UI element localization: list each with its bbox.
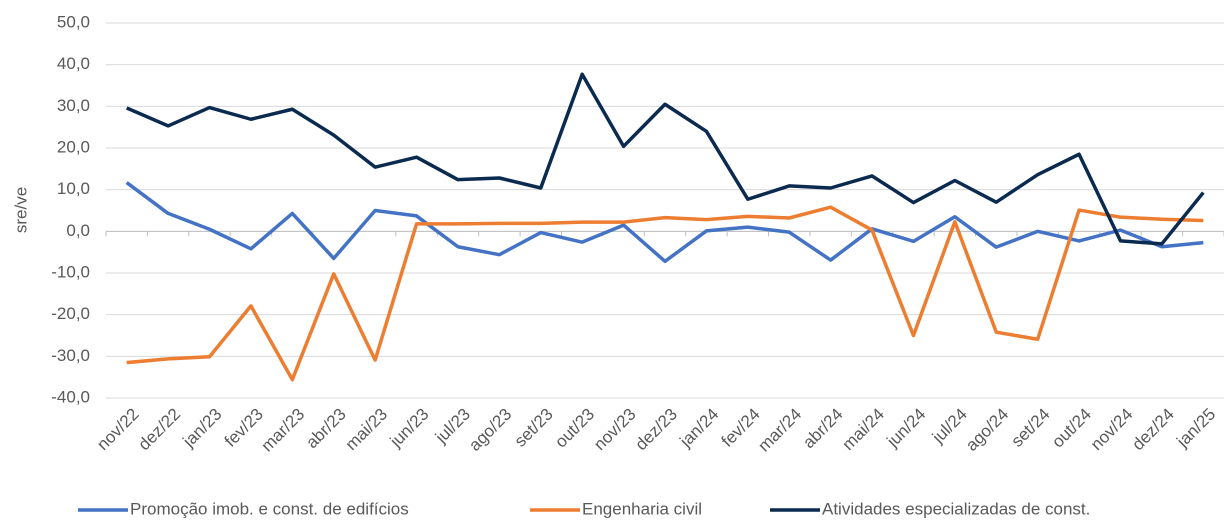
legend-label: Engenharia civil — [582, 499, 702, 518]
x-tick-label: mai/23 — [342, 405, 392, 455]
x-tick-label: abr/24 — [799, 405, 847, 453]
y-tick-label: 50,0 — [57, 12, 90, 31]
x-tick-label: set/23 — [511, 405, 557, 451]
line-series — [125, 181, 1204, 264]
y-tick-label: -10,0 — [51, 262, 90, 281]
x-tick-label: out/23 — [551, 405, 598, 452]
x-tick-label: ago/23 — [465, 405, 515, 455]
y-tick-label: -20,0 — [51, 304, 90, 323]
x-tick-label: mar/23 — [257, 405, 308, 456]
x-tick-label: mar/24 — [754, 405, 805, 456]
x-tick-label: nov/24 — [1087, 405, 1137, 455]
line-series — [126, 72, 1205, 246]
x-tick-label: out/24 — [1048, 405, 1095, 452]
y-tick-label: 30,0 — [57, 96, 90, 115]
y-tick-label: 10,0 — [57, 179, 90, 198]
x-tick-label: jan/23 — [179, 405, 226, 452]
y-axis-label: sre/ve — [11, 187, 30, 233]
x-tick-label: jun/24 — [883, 405, 930, 452]
x-tick-label: jan/25 — [1172, 405, 1219, 452]
x-tick-label: set/24 — [1007, 405, 1053, 451]
x-tick-label: ago/24 — [962, 405, 1012, 455]
x-tick-label: jan/24 — [676, 405, 723, 452]
x-tick-label: jun/23 — [386, 405, 433, 452]
x-tick-label: nov/22 — [93, 405, 143, 455]
legend-label: Promoção imob. e const. de edifícios — [130, 499, 409, 518]
x-tick-label: nov/23 — [590, 405, 640, 455]
y-tick-label: -30,0 — [51, 346, 90, 365]
x-tick-label: dez/23 — [631, 405, 681, 455]
x-tick-label: dez/24 — [1128, 405, 1178, 455]
x-tick-label: dez/22 — [135, 405, 185, 455]
x-tick-label: mai/24 — [839, 405, 889, 455]
y-tick-label: 20,0 — [57, 137, 90, 156]
line-series — [126, 205, 1204, 382]
legend-label: Atividades especializadas de const. — [822, 499, 1090, 518]
y-tick-label: 40,0 — [57, 54, 90, 73]
y-tick-label: 0,0 — [66, 221, 90, 240]
x-tick-label: abr/23 — [302, 405, 350, 453]
y-tick-label: -40,0 — [51, 387, 90, 406]
